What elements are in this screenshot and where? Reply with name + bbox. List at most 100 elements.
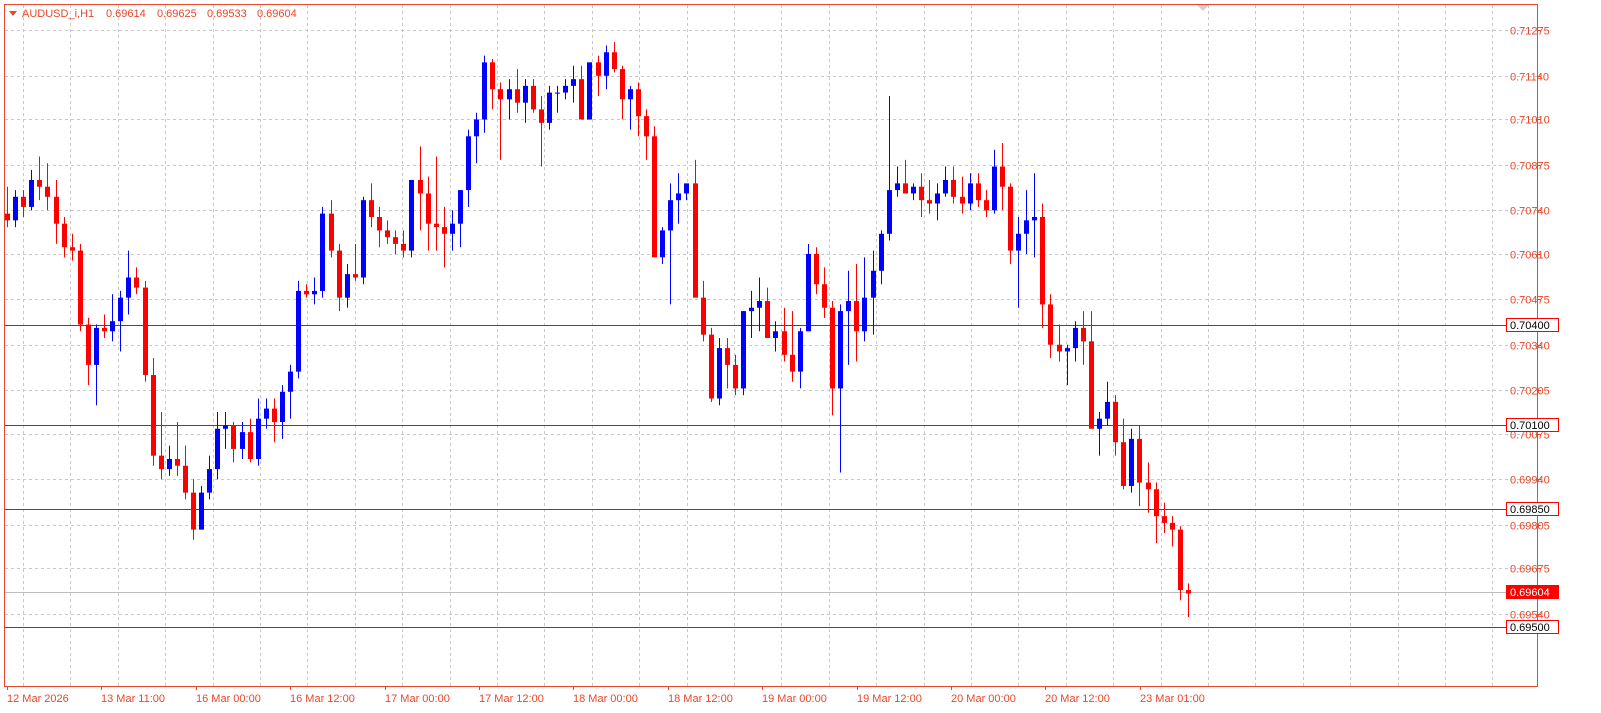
candle-down	[183, 465, 188, 493]
candle-down	[596, 62, 601, 76]
candle-down	[1057, 344, 1062, 352]
candle-down	[231, 425, 236, 449]
candle-down	[636, 89, 641, 117]
candle-down	[1040, 216, 1045, 305]
price-tick-label: 0.71140	[1510, 72, 1549, 84]
candle-up	[288, 371, 293, 392]
price-tick-label: 0.70740	[1510, 206, 1550, 218]
candle-up	[757, 301, 762, 308]
candle-up	[110, 321, 115, 332]
candle-down	[337, 250, 342, 298]
candle-down	[62, 223, 67, 248]
candle-down	[1008, 186, 1013, 251]
candle-down	[927, 200, 932, 204]
candle-up	[240, 432, 245, 449]
candle-down	[1186, 590, 1191, 594]
candle-down	[951, 180, 956, 197]
candle-up	[1097, 418, 1102, 429]
candle-down	[143, 287, 148, 375]
candle-up	[199, 492, 204, 530]
candle-up	[207, 469, 212, 493]
candle-down	[725, 348, 730, 365]
candle-up	[1073, 327, 1078, 349]
candle-up	[668, 200, 673, 231]
time-axis: 12 Mar 2026 13 Mar 11:00 16 Mar 00:00 16 Ma…	[7, 686, 1205, 705]
candle-down	[652, 136, 657, 258]
price-tick-label: 0.71275	[1510, 26, 1550, 38]
candle-up	[628, 89, 633, 100]
candle-down	[134, 277, 139, 288]
candle-up	[862, 297, 867, 332]
candle-up	[215, 428, 220, 470]
candle-up	[296, 290, 301, 372]
candle-up	[879, 233, 884, 271]
candle-down	[86, 324, 91, 365]
candle-up	[871, 270, 876, 298]
candle-down	[701, 297, 706, 335]
price-tick-label: 0.69940	[1510, 475, 1550, 487]
candle-down	[1000, 166, 1005, 187]
candle-down	[579, 79, 584, 120]
symbol-label: AUDUSD_i,H1	[22, 8, 94, 20]
time-label: 17 Mar 12:00	[479, 693, 544, 705]
candle-down	[37, 180, 42, 187]
candle-up	[361, 200, 366, 278]
candle-up	[280, 391, 285, 423]
level-label-inner	[1507, 503, 1558, 515]
candle-up	[345, 274, 350, 298]
price-tick-label: 0.71010	[1510, 115, 1550, 127]
current-price-label-bg	[1506, 585, 1559, 599]
candle-up	[587, 62, 592, 120]
candle-up	[507, 89, 512, 100]
candle-up	[474, 119, 479, 137]
open-value: 0.69614	[106, 8, 146, 20]
level-label[interactable]: 0.69850	[1510, 504, 1550, 516]
price-tick-label: 0.70340	[1510, 341, 1550, 353]
candle-up	[547, 92, 552, 123]
candle-down	[159, 455, 164, 470]
candle-up	[167, 459, 172, 470]
price-tick-label: 0.69540	[1510, 610, 1550, 622]
candle-up	[846, 301, 851, 312]
scroll-marker-icon[interactable]	[1197, 5, 1209, 11]
level-label[interactable]: 0.70100	[1510, 420, 1550, 432]
time-label: 18 Mar 12:00	[668, 693, 733, 705]
candle-down	[1154, 489, 1159, 517]
level-label[interactable]: 0.70400	[1510, 320, 1550, 332]
candle-down	[369, 200, 374, 217]
candle-down	[515, 89, 520, 103]
candle-down	[1178, 529, 1183, 591]
low-value: 0.69533	[207, 8, 247, 20]
candle-up	[895, 183, 900, 191]
time-label: 23 Mar 01:00	[1140, 693, 1205, 705]
candle-up	[94, 327, 99, 365]
candle-down	[960, 196, 965, 204]
chart-title[interactable]: AUDUSD_i,H1 0.69614 0.69625 0.69533 0.69…	[9, 8, 297, 20]
collapse-triangle-icon[interactable]	[9, 11, 17, 16]
candle-down	[377, 216, 382, 231]
candle-down	[782, 331, 787, 355]
candle-up	[571, 79, 576, 86]
candle-down	[498, 89, 503, 100]
candle-down	[709, 334, 714, 399]
candle-down	[329, 213, 334, 251]
level-label-inner	[1507, 419, 1558, 431]
candle-down	[612, 52, 617, 70]
candle-up	[482, 62, 487, 120]
candle-up	[660, 230, 665, 258]
candle-up	[717, 348, 722, 399]
candle-down	[78, 250, 83, 325]
time-label: 16 Mar 00:00	[196, 693, 261, 705]
candle-up	[458, 190, 463, 224]
candle-up	[749, 307, 754, 312]
candle-up	[409, 180, 414, 251]
price-tick-label: 0.70610	[1510, 250, 1550, 262]
candle-up	[741, 311, 746, 389]
grid	[5, 5, 1537, 686]
level-label[interactable]: 0.69500	[1510, 622, 1550, 634]
candle-up	[126, 277, 131, 298]
candle-up	[1105, 401, 1110, 419]
candle-down	[70, 247, 75, 251]
